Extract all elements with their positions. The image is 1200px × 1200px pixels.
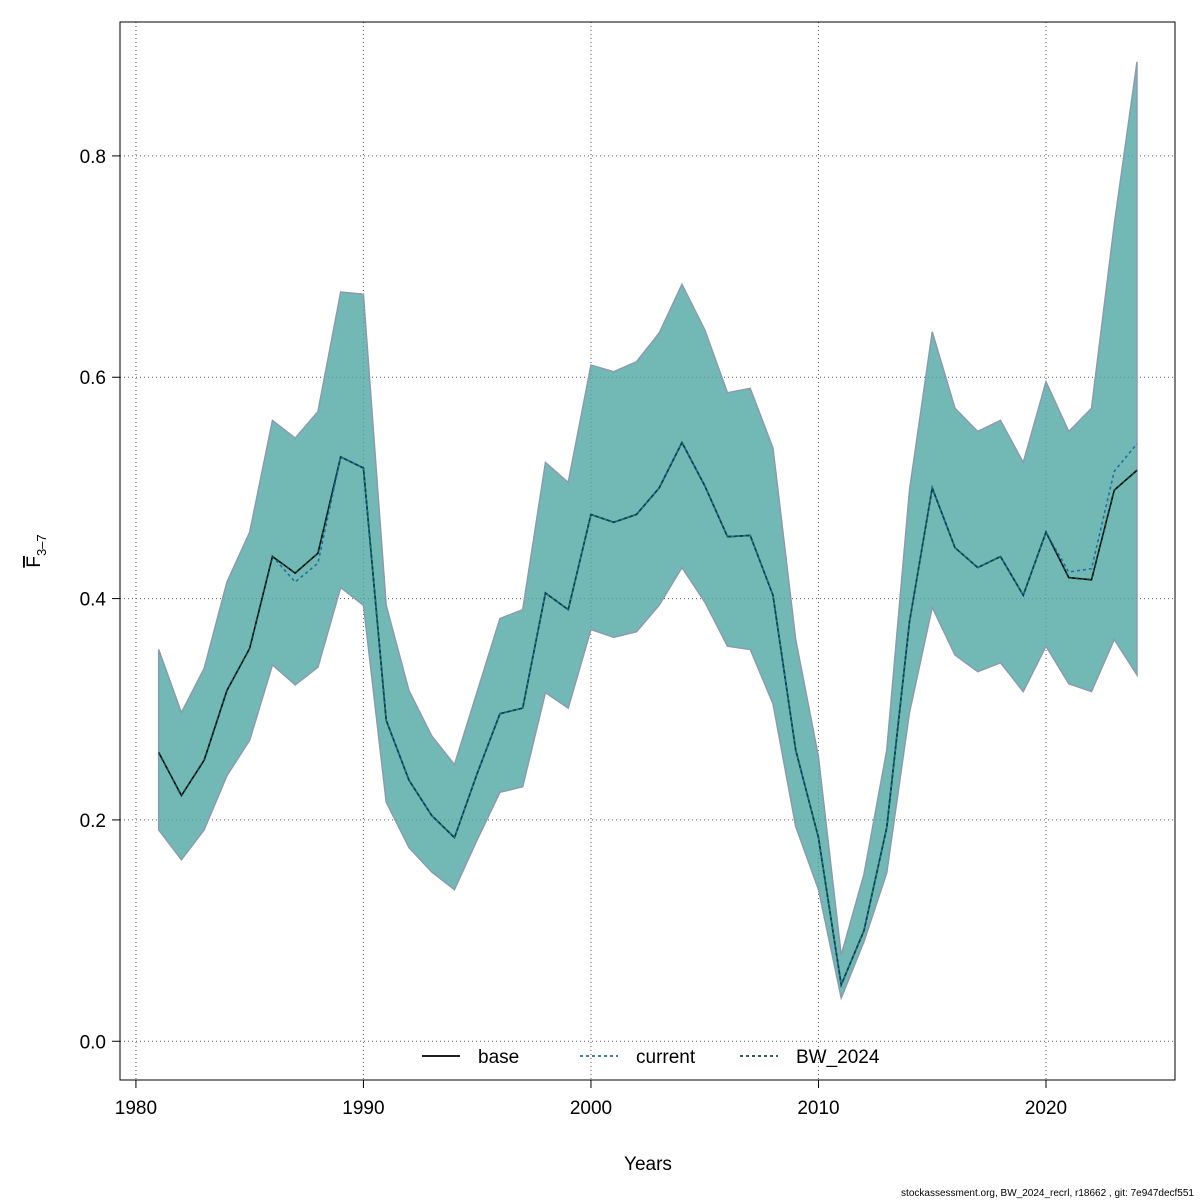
y-tick-label: 0.6 [80,368,106,389]
y-axis-label: F3–7 [24,534,49,567]
x-tick-label: 1980 [115,1098,157,1119]
x-tick-label: 2000 [570,1098,612,1119]
line [157,440,1138,988]
y-axis-label-sub: 3–7 [34,534,49,556]
legend-label: BW_2024 [796,1047,880,1068]
y-tick-label: 0.8 [80,147,106,168]
x-tick-label: 2020 [1025,1098,1067,1119]
line [157,440,1138,988]
x-tick-label: 2010 [797,1098,839,1119]
x-tick-label: 1990 [342,1098,384,1119]
x-axis-label: Years [624,1154,672,1175]
y-tick-label: 0.2 [80,811,106,832]
y-tick-label: 0.4 [80,590,107,611]
confidence-band [157,61,1138,1001]
legend-label: base [478,1047,519,1068]
plot-frame [119,21,1176,1081]
legend-label: current [636,1047,696,1068]
y-axis-label-main: F [24,556,45,568]
y-tick-label: 0.0 [80,1032,106,1053]
footer: stockassessment.org, BW_2024_recrl, r186… [901,1188,1194,1199]
